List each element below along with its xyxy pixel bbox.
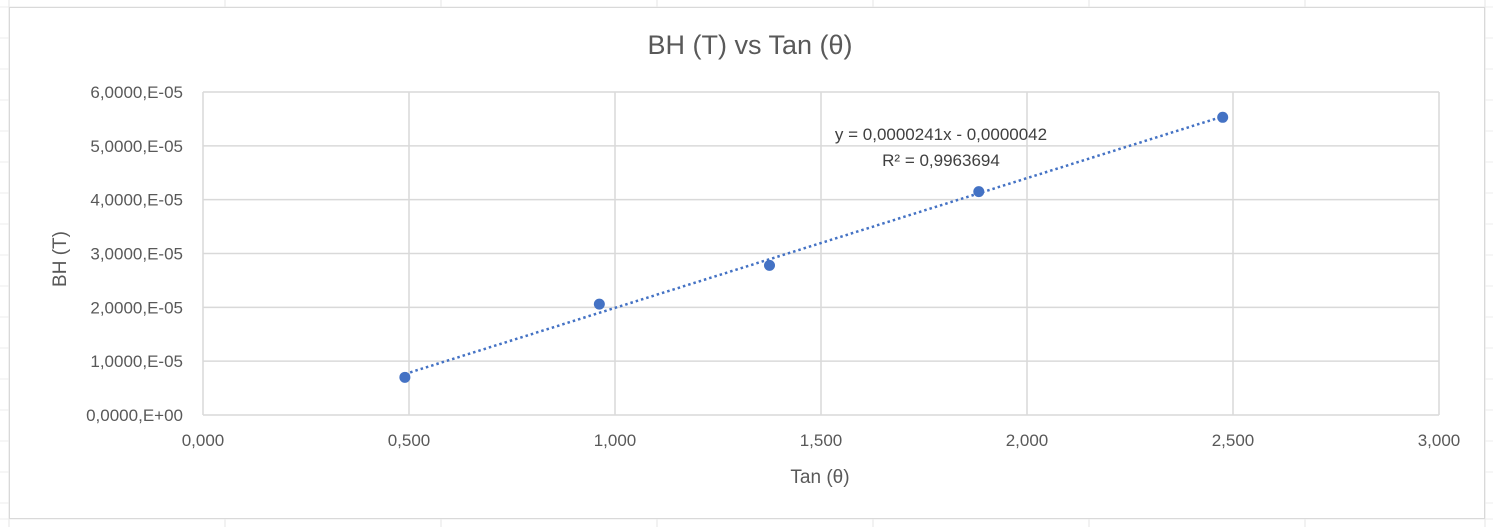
- y-tick-label: 4,0000,E-05: [90, 191, 183, 210]
- scatter-chart: BH (T) vs Tan (θ) 0,000 0,500 1,000 1,500 2,…: [50, 30, 1461, 488]
- x-tick-label: 3,000: [1418, 431, 1461, 450]
- linear-trendline[interactable]: [404, 115, 1224, 376]
- chart-area[interactable]: BH (T) vs Tan (θ) 0,000 0,500 1,000 1,500 2,…: [9, 7, 1485, 519]
- x-tick-label: 1,000: [594, 431, 637, 450]
- x-axis-tick-labels: 0,000 0,500 1,000 1,500 2,000 2,500 3,000: [182, 431, 1461, 450]
- trendline-equation: y = 0,0000241x - 0,0000042: [835, 125, 1047, 144]
- data-point[interactable]: [399, 371, 411, 383]
- x-tick-label: 0,000: [182, 431, 225, 450]
- x-tick-label: 0,500: [388, 431, 431, 450]
- y-tick-label: 1,0000,E-05: [90, 352, 183, 371]
- data-point[interactable]: [973, 186, 985, 198]
- y-tick-label: 0,0000,E+00: [86, 406, 183, 425]
- y-tick-label: 2,0000,E-05: [90, 298, 183, 317]
- y-tick-label: 5,0000,E-05: [90, 137, 183, 156]
- trendline-layer: [404, 115, 1224, 376]
- x-tick-label: 1,500: [800, 431, 843, 450]
- data-point[interactable]: [593, 298, 605, 310]
- chart-title: BH (T) vs Tan (θ): [647, 30, 852, 60]
- plot-gridlines: [202, 91, 1440, 416]
- y-tick-label: 3,0000,E-05: [90, 245, 183, 264]
- x-tick-label: 2,000: [1006, 431, 1049, 450]
- data-point[interactable]: [1217, 111, 1229, 123]
- data-point[interactable]: [764, 259, 775, 271]
- trendline-r-squared: R² = 0,9963694: [882, 151, 1000, 170]
- y-axis-title: BH (T): [50, 231, 71, 287]
- y-axis-tick-labels: 0,0000,E+00 1,0000,E-05 2,0000,E-05 3,0000,…: [86, 83, 183, 425]
- x-tick-label: 2,500: [1212, 431, 1255, 450]
- y-tick-label: 6,0000,E-05: [90, 83, 183, 102]
- x-axis-title: Tan (θ): [790, 467, 849, 488]
- data-points: [399, 111, 1229, 383]
